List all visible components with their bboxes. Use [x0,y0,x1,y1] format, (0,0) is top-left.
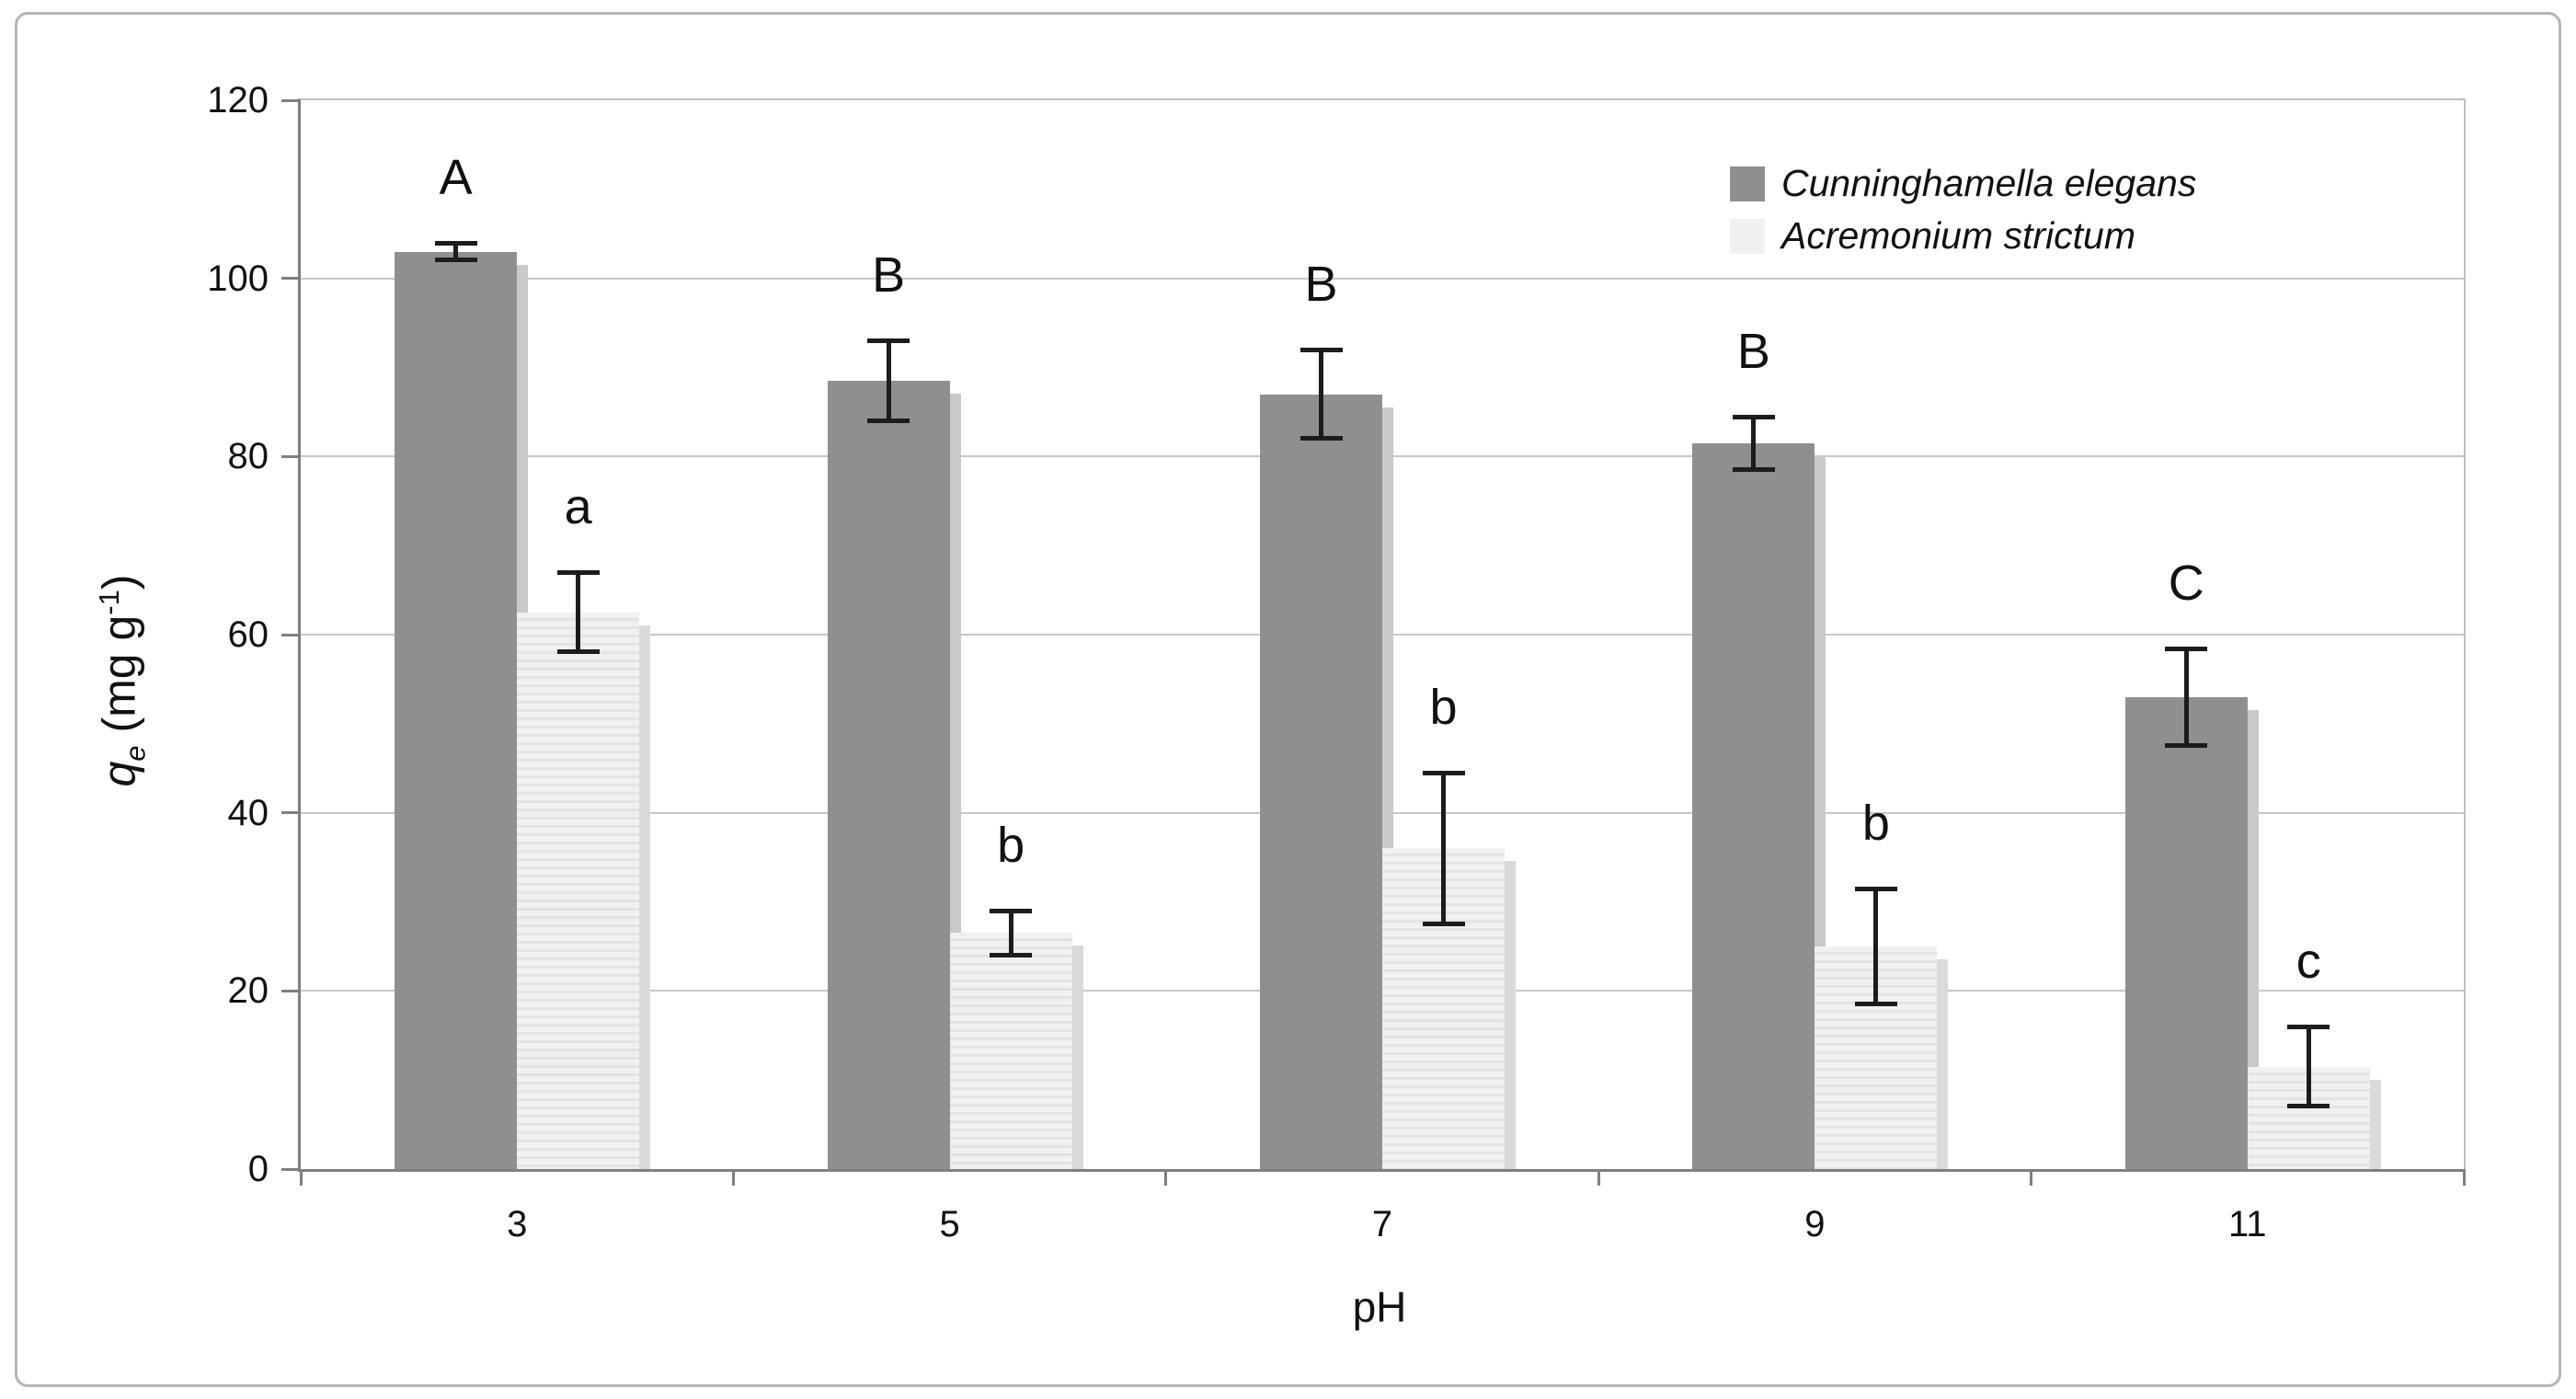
error-bar-cap-top [1299,348,1343,353]
bar-shadow [1937,958,1949,1169]
y-axis-title: qe (mg g-1) [77,37,152,1324]
bar-cunninghamella-ph5 [827,381,950,1169]
bar-acremonium-ph5 [949,933,1072,1169]
bar-cunninghamella-ph9 [1692,442,1815,1169]
legend: Cunninghamella elegans Acremonium strict… [1730,162,2196,258]
error-bar-cap-bottom [2287,1104,2330,1109]
bar-cunninghamella-ph3 [395,251,518,1169]
significance-letter: A [439,149,473,205]
error-bar-cap-bottom [990,952,1033,958]
gridline [301,277,2464,280]
significance-letter: a [564,479,592,535]
y-tick-label: 0 [247,1149,269,1189]
legend-swatch-light-icon [1730,218,1765,254]
y-tick-label: 120 [207,80,269,120]
error-bar-line [1319,350,1323,439]
significance-letter: B [1736,323,1770,379]
legend-swatch-dark-icon [1730,166,1765,201]
error-bar-cap-top [1422,771,1465,776]
error-bar-cap-bottom [1299,435,1343,441]
error-bar-cap-top [434,240,477,246]
bar-acremonium-ph3 [517,612,640,1169]
error-bar-cap-bottom [1732,466,1775,472]
error-bar-cap-top [2165,646,2208,651]
error-bar-line [1441,773,1446,924]
y-tick [281,454,301,458]
error-bar-cap-bottom [2165,743,2208,749]
error-bar-line [576,572,581,653]
y-tick-label: 60 [227,614,269,655]
x-tick [1164,1169,1168,1186]
x-axis-title: pH [1352,1283,1407,1331]
x-tick [2030,1169,2033,1186]
significance-letter: b [997,818,1025,874]
error-bar-cap-top [2287,1025,2330,1030]
error-bar-line [2306,1026,2311,1107]
bar-shadow [2247,709,2259,1169]
x-tick-label: 9 [1804,1204,1826,1244]
y-tick-label: 20 [227,970,269,1012]
legend-item-cunninghamella: Cunninghamella elegans [1730,162,2196,205]
y-tick [281,277,301,281]
y-tick-label: 100 [207,258,269,299]
y-tick-label: 40 [227,792,269,833]
error-bar-cap-bottom [1422,921,1465,926]
legend-label: Acremonium strictum [1781,214,2136,257]
significance-letter: B [1304,257,1338,313]
x-tick-label: 7 [1371,1204,1393,1244]
y-title-variable: q [93,761,145,787]
significance-letter: B [872,247,906,304]
error-bar-cap-bottom [434,258,477,263]
y-tick-label: 80 [227,436,269,477]
significance-letter: c [2296,934,2321,990]
y-tick [281,811,301,815]
y-tick [281,98,301,102]
error-bar-cap-bottom [1854,1001,1897,1006]
bar-shadow [1071,946,1083,1169]
y-title-superscript: -1 [93,590,125,615]
x-tick-label: 11 [2228,1204,2267,1244]
y-tick [281,1167,301,1171]
error-bar-line [1873,888,1879,1004]
significance-letter: C [2168,555,2204,611]
error-bar-cap-top [990,909,1033,914]
y-tick [281,633,301,636]
error-bar-line [1008,911,1013,956]
error-bar-line [453,242,459,261]
y-title-unit-close: ) [93,574,145,591]
x-tick [731,1169,735,1186]
error-bar-cap-top [1854,886,1897,891]
error-bar-cap-bottom [867,418,910,423]
y-title-unit: (mg g [93,614,145,746]
y-title-subscript: e [119,745,152,762]
x-tick [299,1169,303,1186]
error-bar-line [1751,416,1757,470]
x-tick [1597,1169,1600,1186]
bar-cunninghamella-ph11 [2124,696,2248,1169]
error-bar-cap-top [867,338,910,344]
y-tick [281,989,301,992]
legend-item-acremonium: Acremonium strictum [1730,214,2196,258]
error-bar-cap-top [1732,414,1775,419]
x-tick-label: 5 [939,1204,960,1244]
x-tick-label: 3 [507,1204,528,1244]
error-bar-line [886,340,891,421]
significance-letter: b [1429,680,1458,736]
error-bar-cap-bottom [556,649,600,655]
bar-cunninghamella-ph7 [1260,394,1382,1169]
error-bar-line [2183,648,2189,747]
bar-shadow [639,625,651,1169]
legend-label: Cunninghamella elegans [1781,162,2197,204]
bar-shadow [2369,1079,2381,1169]
x-tick [2462,1169,2466,1186]
significance-letter: b [1861,795,1890,851]
error-bar-cap-top [556,570,600,576]
bar-shadow [1505,861,1516,1169]
